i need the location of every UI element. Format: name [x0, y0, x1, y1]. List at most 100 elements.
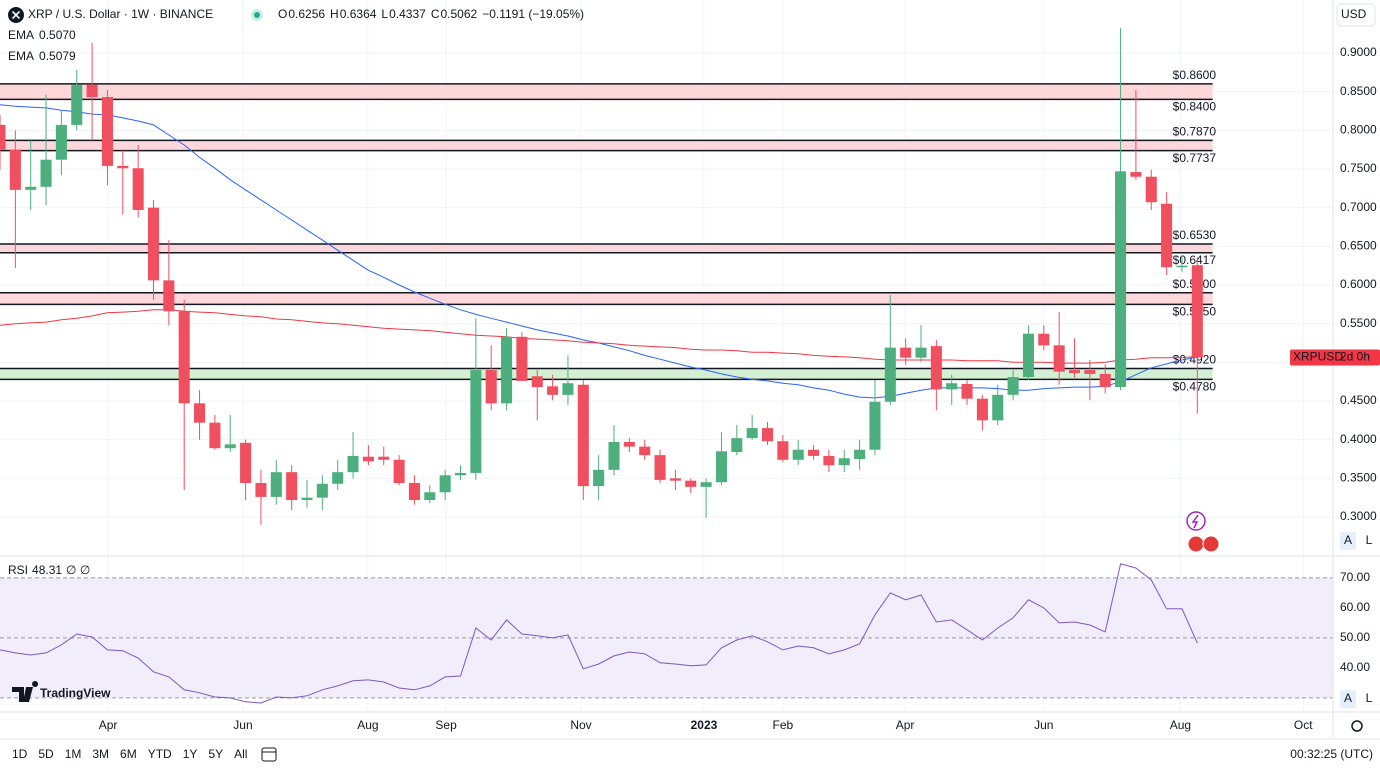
candle-body: [332, 472, 344, 484]
candle-body: [224, 444, 236, 449]
candle-body: [362, 456, 374, 462]
ohlc-letter: C: [431, 7, 440, 21]
candle-body: [700, 482, 712, 487]
scale-button-label[interactable]: A: [1344, 533, 1352, 547]
candle-body: [301, 497, 313, 501]
range-button[interactable]: 6M: [120, 747, 137, 761]
candle-body: [946, 383, 958, 390]
ohlc-letter: L: [381, 7, 388, 21]
scale-button[interactable]: [1361, 532, 1377, 550]
candle-body: [270, 472, 282, 497]
candle-body: [1022, 333, 1034, 378]
candle-body: [316, 483, 328, 498]
range-button[interactable]: 1D: [12, 747, 28, 761]
candle-body: [439, 475, 451, 493]
x-tick-label: 2023: [691, 718, 718, 732]
event-icon[interactable]: [1186, 511, 1206, 531]
calendar-icon[interactable]: [261, 747, 277, 762]
y-tick-label: 0.8500: [1340, 84, 1377, 98]
candle-body: [255, 482, 267, 497]
candle-body: [1053, 345, 1065, 372]
candle-body: [792, 449, 804, 460]
candle-body: [577, 384, 589, 487]
candle-body: [823, 455, 835, 466]
candle-body: [40, 159, 52, 187]
candle-body: [1191, 265, 1203, 358]
zone: [0, 368, 1213, 380]
rsi-tick-label: 40.00: [1340, 660, 1370, 674]
x-tick-label: Apr: [99, 718, 118, 732]
candle-body: [1130, 172, 1142, 177]
clock: 00:32:25 (UTC): [1290, 747, 1373, 761]
candle-body: [147, 207, 160, 281]
candle-body: [562, 383, 574, 395]
badge-symbol: XRPUSD: [1293, 350, 1343, 364]
ohlc-letter: O: [278, 7, 287, 21]
price-badge: [1290, 349, 1380, 366]
candle-body: [639, 446, 651, 456]
range-button[interactable]: YTD: [148, 747, 172, 761]
x-tick-label: Apr: [896, 718, 915, 732]
scale-button-label[interactable]: L: [1366, 533, 1373, 547]
scale-button-label[interactable]: L: [1366, 691, 1373, 705]
candle-body: [992, 394, 1004, 421]
ohlc-value: 0.5062: [440, 7, 477, 21]
candle-body: [117, 165, 129, 169]
scale-button-label[interactable]: A: [1344, 691, 1352, 705]
rsi-tick-label: 50.00: [1340, 630, 1370, 644]
range-button[interactable]: 1M: [65, 747, 82, 761]
ohlc-value: 0.6364: [340, 7, 377, 21]
candle-body: [976, 398, 988, 421]
x-tick-label: Jun: [1034, 718, 1053, 732]
candle-body: [454, 472, 467, 476]
y-tick-label: 0.3500: [1340, 471, 1377, 485]
candle-body: [408, 482, 420, 501]
y-tick-label: 0.4000: [1340, 432, 1377, 446]
range-button[interactable]: 1Y: [183, 747, 198, 761]
y-tick-label: 0.8000: [1340, 122, 1377, 136]
candle-body: [531, 376, 543, 388]
candle-body: [930, 346, 942, 390]
candle-body: [1038, 333, 1050, 346]
event-flag[interactable]: [1187, 535, 1205, 553]
badge-countdown: 2d 0h: [1340, 350, 1370, 364]
scale-button[interactable]: [1340, 690, 1356, 708]
zone-label: $0.6417: [1173, 253, 1217, 267]
candle-body: [608, 442, 620, 470]
candle-body: [838, 458, 850, 466]
candle-body: [1068, 370, 1081, 374]
candle-body: [393, 459, 405, 483]
scale-button[interactable]: [1361, 690, 1377, 708]
scale-button[interactable]: [1340, 532, 1356, 550]
candle-body: [71, 84, 83, 125]
candle-body: [1099, 373, 1111, 388]
x-tick-label: Feb: [773, 718, 794, 732]
x-tick-label: Oct: [1294, 718, 1313, 732]
event-flag[interactable]: [1202, 535, 1220, 553]
event-icons: [1186, 511, 1220, 553]
currency-label[interactable]: USD: [1341, 7, 1367, 21]
zone-label: $0.8400: [1173, 100, 1217, 114]
x-tick-label: Aug: [357, 718, 378, 732]
candle-body: [746, 428, 758, 439]
zone-label: $0.6530: [1173, 228, 1217, 242]
settings-icon[interactable]: [1351, 720, 1363, 732]
candle-body: [86, 84, 98, 98]
range-button[interactable]: 5Y: [208, 747, 223, 761]
candle-body: [884, 347, 896, 402]
candle-body: [132, 168, 144, 210]
currency-button[interactable]: [1336, 3, 1376, 27]
legend-name: EMA: [8, 49, 34, 63]
y-tick-label: 0.6000: [1340, 277, 1377, 291]
candle-body: [209, 422, 221, 449]
range-button[interactable]: 5D: [38, 747, 54, 761]
legend-value: 0.5070: [39, 28, 76, 42]
range-button[interactable]: 3M: [92, 747, 109, 761]
zone: [0, 83, 1213, 100]
zones: $0.8600 $0.8400 $0.7870 $0.7737 $0.6530 $0.64…: [0, 68, 1217, 394]
lightning: [1191, 514, 1199, 529]
range-button[interactable]: All: [234, 747, 247, 761]
market-status-dot: [254, 12, 260, 18]
candle-body: [240, 442, 252, 483]
